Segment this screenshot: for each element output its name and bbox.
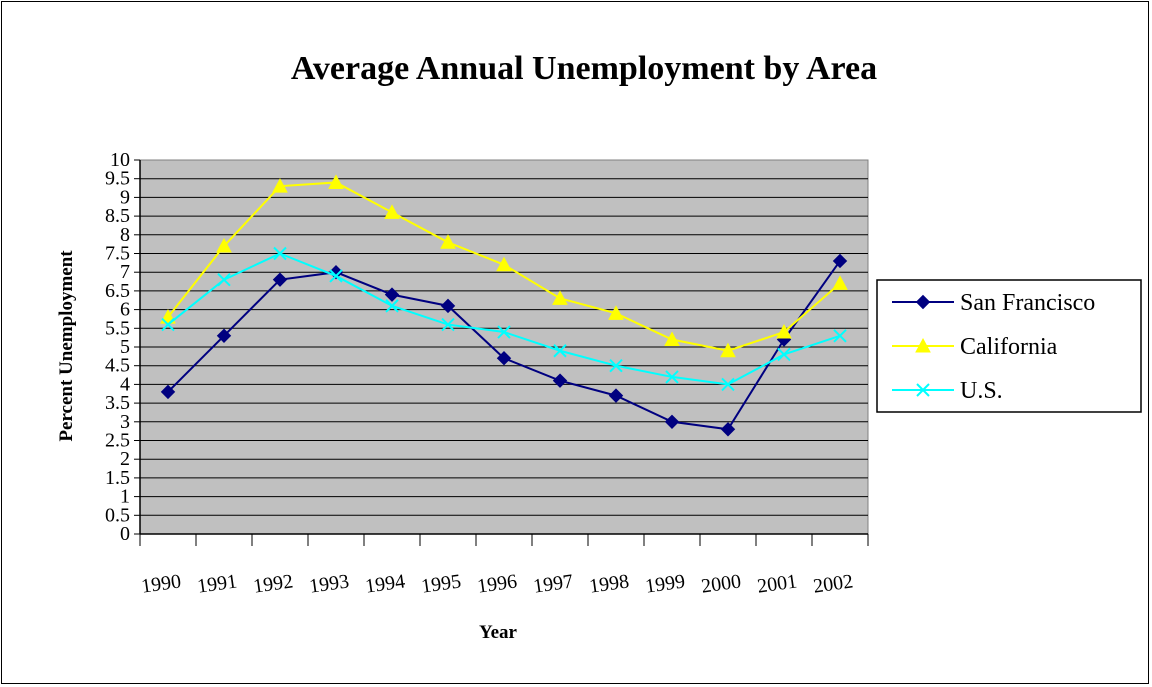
data-point [497, 325, 511, 339]
y-tick-label: 7.5 [105, 243, 130, 265]
data-point [441, 317, 455, 332]
data-point [385, 299, 399, 313]
data-point [832, 275, 848, 290]
y-tick-label: 9 [120, 186, 130, 208]
y-tick-label: 0.5 [105, 504, 130, 526]
y-tick-label: 8 [120, 224, 130, 246]
data-point [608, 388, 624, 403]
y-tick-label: 4 [120, 373, 130, 395]
plot-area [139, 159, 869, 535]
y-tick-label: 2 [120, 448, 130, 470]
y-tick-label: 0 [120, 523, 130, 545]
legend-marker [916, 383, 930, 397]
data-point [160, 384, 176, 400]
x-tick-label: 2001 [756, 570, 799, 597]
y-tick-label: 7 [120, 261, 130, 283]
y-axis-ticks: 00.511.522.533.544.555.566.577.588.599.5… [105, 149, 140, 545]
x-axis-label: Year [479, 622, 518, 643]
data-point [217, 272, 231, 287]
data-point [664, 414, 680, 430]
y-tick-label: 5.5 [105, 317, 130, 339]
y-tick-label: 2.5 [105, 430, 130, 452]
data-point [440, 298, 456, 314]
x-tick-label: 2000 [700, 570, 743, 597]
legend-label: San Francisco [960, 290, 1095, 316]
x-tick-label: 1995 [420, 570, 463, 597]
y-tick-label: 1 [120, 486, 130, 508]
y-axis-label: Percent Unemployment [56, 250, 77, 442]
data-point [384, 287, 400, 302]
x-axis-ticks: 1990 1991 1992 1993 1994 1995 1996 1997 1998 1999… [139, 534, 869, 598]
y-tick-label: 8.5 [105, 205, 130, 227]
data-point [273, 246, 287, 261]
x-tick-label: 1998 [588, 570, 631, 597]
data-point [272, 272, 288, 287]
x-tick-label: 1990 [140, 570, 183, 597]
y-tick-label: 3.5 [105, 392, 130, 414]
data-point [720, 422, 736, 437]
y-tick-label: 6 [120, 299, 130, 321]
y-tick-label: 1.5 [105, 467, 130, 489]
x-tick-label: 1996 [476, 570, 519, 597]
y-tick-label: 3 [120, 411, 130, 433]
data-point [776, 323, 792, 339]
x-tick-label: 1997 [532, 570, 575, 597]
data-point [496, 351, 512, 366]
series-u-s [161, 246, 847, 392]
data-point [721, 377, 735, 392]
series-layer [160, 174, 848, 437]
data-point [272, 178, 288, 193]
data-point [552, 373, 568, 388]
data-point [665, 370, 679, 384]
data-point [664, 331, 680, 347]
data-point [384, 204, 400, 219]
y-tick-label: 4.5 [105, 355, 130, 377]
data-point [552, 290, 568, 305]
y-tick-label: 6.5 [105, 280, 130, 302]
data-point [496, 256, 512, 272]
x-tick-label: 1991 [196, 570, 239, 597]
data-point [609, 358, 623, 373]
data-point [440, 234, 456, 249]
data-point [216, 237, 232, 253]
x-tick-label: 1994 [364, 570, 407, 597]
series-san-francisco [160, 253, 848, 437]
data-point [553, 344, 567, 358]
data-point [328, 174, 344, 189]
data-point [777, 347, 791, 362]
data-point [720, 342, 736, 358]
x-tick-label: 2002 [812, 570, 855, 597]
legend: San Francisco California U.S. [876, 279, 1142, 413]
x-tick-label: 1992 [252, 570, 295, 597]
legend-label: California [960, 334, 1058, 360]
x-tick-label: 1999 [644, 570, 687, 597]
data-point [329, 269, 343, 283]
legend-marker [915, 337, 931, 353]
legend-marker [915, 294, 931, 310]
y-tick-label: 5 [120, 336, 130, 358]
x-tick-label: 1993 [308, 570, 351, 597]
legend-label: U.S. [960, 378, 1003, 404]
series-california [160, 174, 848, 358]
data-point [608, 305, 624, 320]
data-point [161, 317, 175, 332]
chart-title: Average Annual Unemployment by Area [291, 50, 877, 87]
y-tick-label: 9.5 [105, 168, 130, 190]
data-point [216, 328, 232, 343]
data-point [832, 253, 848, 269]
y-tick-label: 10 [110, 149, 130, 171]
data-point [833, 329, 847, 343]
